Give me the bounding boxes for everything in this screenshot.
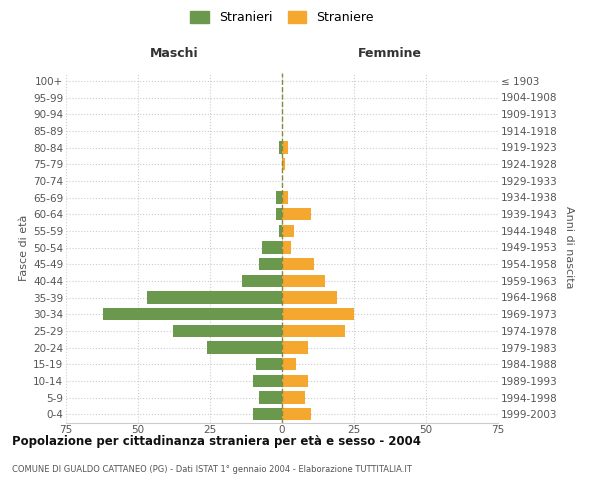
Bar: [207, 341, 282, 354]
Bar: [103, 308, 282, 320]
Text: Popolazione per cittadinanza straniera per età e sesso - 2004: Popolazione per cittadinanza straniera p…: [12, 435, 421, 448]
Bar: [282, 208, 311, 220]
Text: Maschi: Maschi: [149, 47, 199, 60]
Bar: [253, 374, 282, 387]
Bar: [279, 224, 282, 237]
Text: COMUNE DI GUALDO CATTANEO (PG) - Dati ISTAT 1° gennaio 2004 - Elaborazione TUTTI: COMUNE DI GUALDO CATTANEO (PG) - Dati IS…: [12, 465, 412, 474]
Bar: [282, 242, 290, 254]
Bar: [256, 358, 282, 370]
Bar: [276, 208, 282, 220]
Bar: [242, 274, 282, 287]
Bar: [282, 191, 288, 204]
Bar: [173, 324, 282, 337]
Bar: [282, 408, 311, 420]
Text: Femmine: Femmine: [358, 47, 422, 60]
Bar: [279, 141, 282, 154]
Bar: [282, 158, 285, 170]
Bar: [282, 141, 288, 154]
Bar: [282, 341, 308, 354]
Bar: [282, 291, 337, 304]
Bar: [282, 224, 293, 237]
Bar: [253, 408, 282, 420]
Bar: [276, 191, 282, 204]
Bar: [282, 274, 325, 287]
Y-axis label: Anni di nascita: Anni di nascita: [564, 206, 574, 288]
Bar: [259, 258, 282, 270]
Bar: [262, 242, 282, 254]
Bar: [282, 391, 305, 404]
Bar: [146, 291, 282, 304]
Bar: [282, 308, 354, 320]
Bar: [259, 391, 282, 404]
Y-axis label: Fasce di età: Fasce di età: [19, 214, 29, 280]
Bar: [282, 374, 308, 387]
Legend: Stranieri, Straniere: Stranieri, Straniere: [185, 6, 379, 29]
Bar: [282, 358, 296, 370]
Bar: [282, 324, 346, 337]
Bar: [282, 258, 314, 270]
